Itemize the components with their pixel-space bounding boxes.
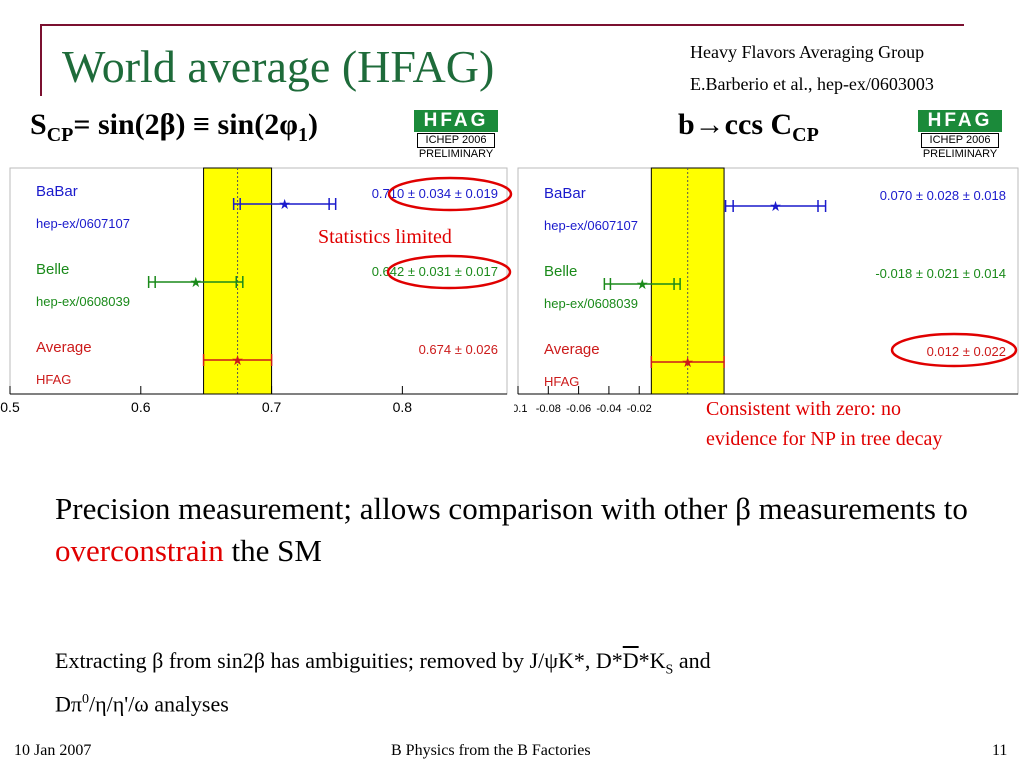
left-rule (40, 24, 42, 96)
data-point: ★ (189, 274, 202, 290)
footer-page-number: 11 (992, 742, 1008, 759)
footer-date: 10 Jan 2007 (14, 742, 92, 759)
top-rule (40, 24, 964, 26)
hfag-logo-left: HFAG ICHEP 2006 PRELIMINARY (414, 110, 498, 160)
entry-ref: hep-ex/0607107 (36, 216, 130, 231)
data-point: ★ (681, 354, 694, 370)
ambiguity-statement: Extracting β from sin2β has ambiguities;… (55, 646, 975, 720)
entry-ref: hep-ex/0608039 (544, 296, 638, 311)
amb-a: Extracting β from sin2β has ambiguities;… (55, 648, 623, 673)
amb-f: Dπ (55, 691, 82, 717)
amb-h: /η/η'/ω analyses (89, 691, 229, 717)
x-tick-label: -0.06 (566, 403, 591, 415)
highlight-circle (890, 332, 1018, 368)
entry-name: Average (544, 341, 600, 358)
main-statement: Precision measurement; allows comparison… (55, 488, 995, 572)
logo-title: HFAG (918, 110, 1002, 132)
data-point: ★ (636, 276, 649, 292)
logo-status: PRELIMINARY (418, 148, 494, 160)
source-line-1: Heavy Flavors Averaging Group (690, 42, 925, 62)
entry-name: Belle (544, 263, 577, 280)
entry-ref: hep-ex/0608039 (36, 294, 130, 309)
x-tick-label: -0.1 (514, 403, 527, 415)
entry-name: Belle (36, 261, 69, 278)
note-zero-line-2: evidence for NP in tree decay (706, 428, 943, 450)
amb-sup-0: 0 (82, 692, 89, 708)
logo-event: ICHEP 2006 (417, 133, 495, 148)
overconstrain-highlight: overconstrain (55, 533, 224, 568)
left-plot-label: SCP= sin(2β) ≡ sin(2φ1) (30, 108, 318, 147)
x-tick-label: 0.8 (393, 399, 413, 415)
left-label-s: S (30, 108, 47, 141)
data-point: ★ (231, 352, 244, 368)
ccp-chart: -0.1 -0.08 -0.06 -0.04 -0.02 BaBar hep-ex/0607… (514, 167, 1019, 415)
left-label-close: ) (307, 108, 318, 141)
amb-dbar: D (622, 648, 639, 673)
left-label-s-sub: CP (46, 124, 74, 146)
entry-value-label: 0.674 ± 0.026 (419, 342, 498, 357)
amb-c: *K (638, 648, 666, 673)
hfag-logo-right: HFAG ICHEP 2006 PRELIMINARY (918, 110, 1002, 160)
x-tick-label: 0.6 (131, 399, 151, 415)
x-tick-label: -0.08 (536, 403, 561, 415)
footer-title: B Physics from the B Factories (391, 742, 591, 759)
entry-value-label: 0.642 ± 0.031 ± 0.017 (372, 264, 498, 279)
highlight-circle (387, 176, 513, 212)
right-label-sub: CP (792, 124, 819, 146)
entry-ref: HFAG (36, 372, 71, 387)
note-zero-line-1: Consistent with zero: no (706, 398, 901, 420)
amb-e: and (673, 648, 711, 673)
x-tick-label: -0.04 (596, 403, 621, 415)
entry-ref: HFAG (544, 374, 579, 389)
main-statement-post: the SM (223, 533, 322, 568)
entry-value-label: 0.710 ± 0.034 ± 0.019 (372, 186, 498, 201)
entry-value-label: 0.012 ± 0.022 (927, 344, 1006, 359)
data-point: ★ (278, 196, 291, 212)
entry-name: Average (36, 339, 92, 356)
x-tick-label: 0.7 (262, 399, 282, 415)
right-label-main: b→ccs C (678, 108, 793, 141)
main-statement-pre: Precision measurement; allows comparison… (55, 491, 968, 526)
amb-sub-s: S (665, 662, 674, 678)
slide-title: World average (HFAG) (62, 41, 495, 92)
note-statistics-limited: Statistics limited (318, 226, 452, 248)
x-tick-label: -0.02 (627, 403, 652, 415)
highlight-circle (386, 254, 512, 290)
left-label-phi-sub: 1 (297, 124, 308, 146)
x-tick-label: 0.5 (0, 399, 20, 415)
source-line-2: E.Barberio et al., hep-ex/0603003 (690, 74, 934, 94)
logo-title: HFAG (414, 110, 498, 132)
logo-event: ICHEP 2006 (921, 133, 999, 148)
data-point: ★ (769, 198, 782, 214)
entry-value-label: -0.018 ± 0.021 ± 0.014 (875, 266, 1006, 281)
entry-name: BaBar (544, 185, 586, 202)
entry-name: BaBar (36, 183, 78, 200)
sin2beta-chart: 0.5 0.6 0.7 0.8 BaBar hep-ex/0607107 0.710 ± 0… (0, 167, 513, 415)
entry-ref: hep-ex/0607107 (544, 218, 638, 233)
right-plot-label: b→ccs CCP (678, 108, 819, 147)
logo-status: PRELIMINARY (922, 148, 998, 160)
entry-value-label: 0.070 ± 0.028 ± 0.018 (880, 188, 1006, 203)
left-label-rest: = sin(2β) ≡ sin(2φ (73, 108, 298, 141)
